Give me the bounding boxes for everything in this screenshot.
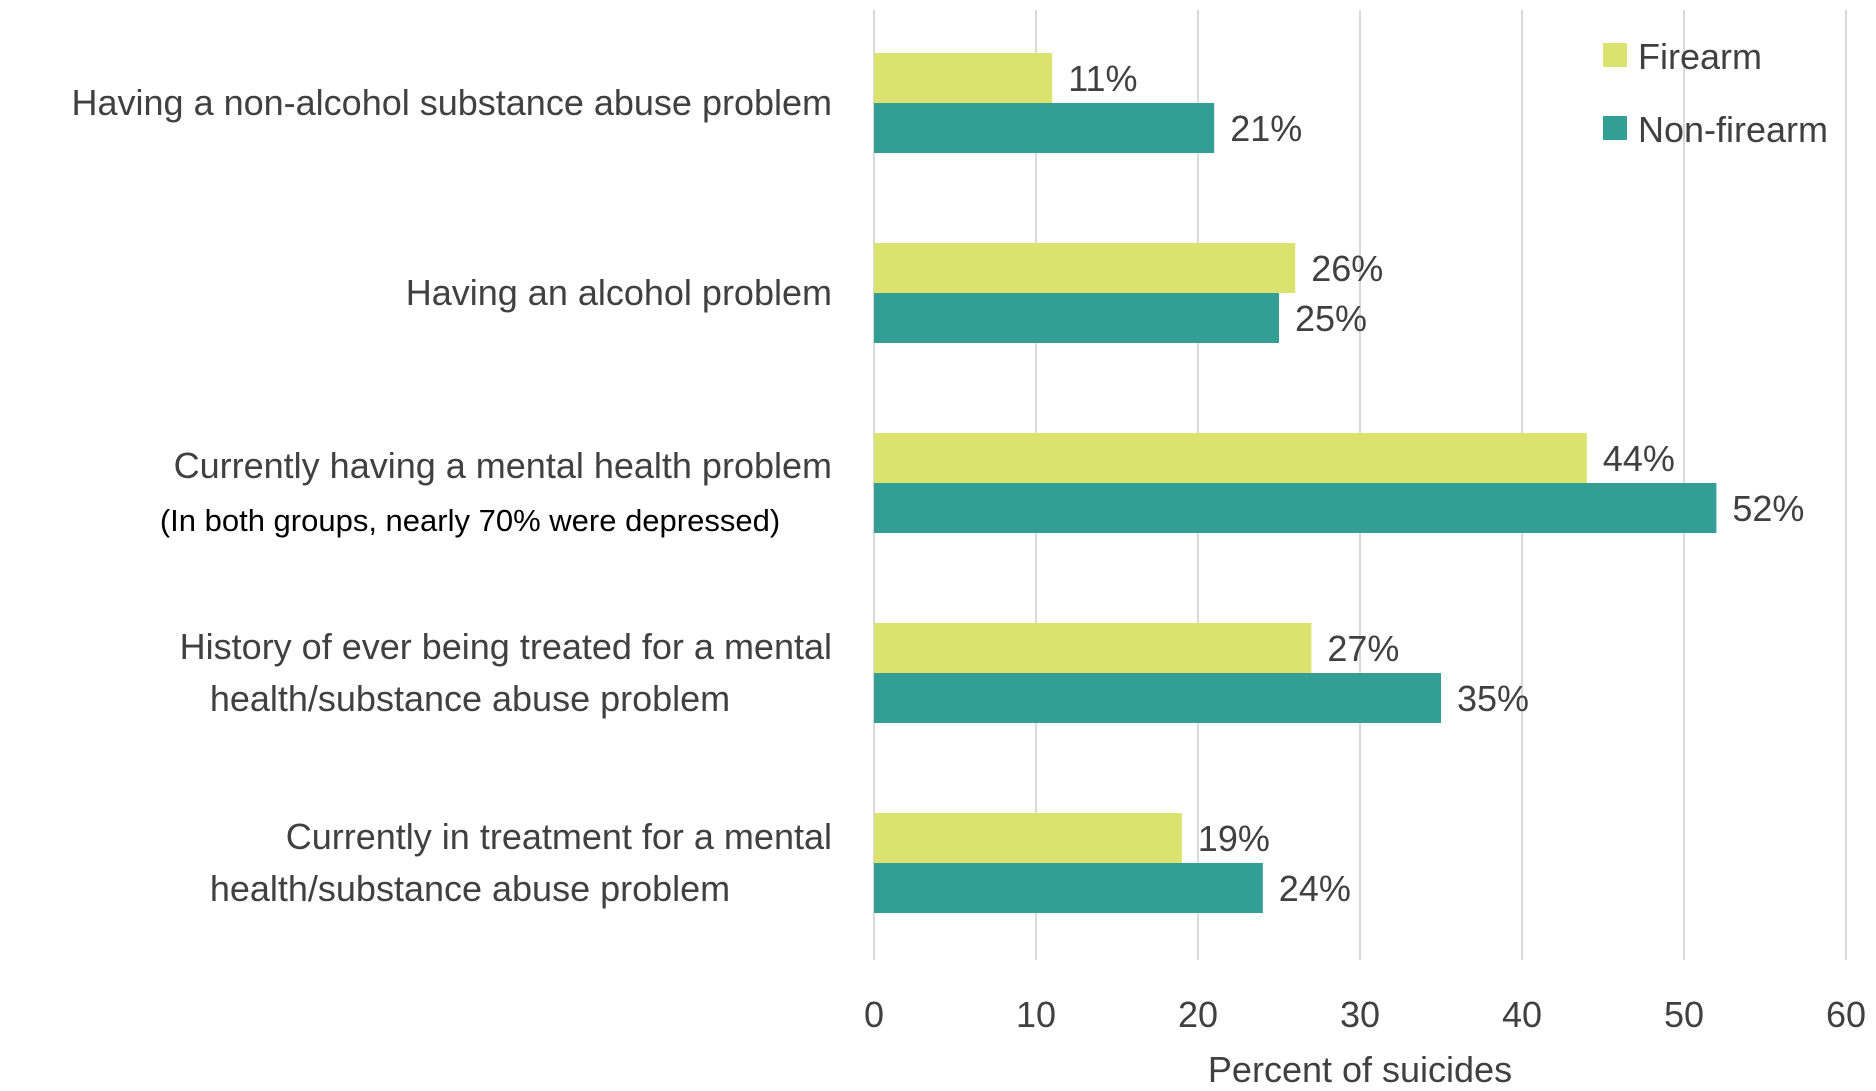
- bar-firearm-2: [874, 433, 1587, 483]
- category-label-1: Having an alcohol problem: [406, 272, 832, 313]
- data-label-non-firearm-0: 21%: [1230, 108, 1302, 149]
- bar-non-firearm-2: [874, 483, 1717, 533]
- category-label-4: health/substance abuse problem: [210, 868, 730, 909]
- category-labels: Having a non-alcohol substance abuse pro…: [72, 82, 832, 909]
- x-tick-label: 0: [864, 994, 884, 1035]
- legend: Firearm Non-firearm: [1603, 36, 1828, 150]
- category-label-3: health/substance abuse problem: [210, 678, 730, 719]
- data-label-firearm-3: 27%: [1327, 628, 1399, 669]
- data-label-non-firearm-2: 52%: [1732, 488, 1804, 529]
- bar-firearm-1: [874, 243, 1296, 293]
- bar-non-firearm-4: [874, 863, 1263, 913]
- data-label-firearm-4: 19%: [1198, 818, 1270, 859]
- category-label-2: Currently having a mental health problem: [174, 445, 832, 486]
- legend-label-non-firearm: Non-firearm: [1638, 109, 1828, 150]
- x-tick-label: 20: [1178, 994, 1218, 1035]
- bar-firearm-0: [874, 53, 1053, 103]
- data-label-firearm-1: 26%: [1311, 248, 1383, 289]
- data-label-firearm-2: 44%: [1603, 438, 1675, 479]
- bar-non-firearm-3: [874, 673, 1441, 723]
- bars: [874, 53, 1717, 913]
- bar-non-firearm-0: [874, 103, 1215, 153]
- category-note-2: (In both groups, nearly 70% were depress…: [160, 503, 780, 538]
- x-axis-ticks: 0 10 20 30 40 50 60: [864, 994, 1866, 1035]
- bar-non-firearm-1: [874, 293, 1279, 343]
- legend-swatch-non-firearm: [1603, 116, 1627, 140]
- bar-firearm-3: [874, 623, 1312, 673]
- x-tick-label: 50: [1664, 994, 1704, 1035]
- x-tick-label: 60: [1826, 994, 1866, 1035]
- x-tick-label: 30: [1340, 994, 1380, 1035]
- category-label-0: Having a non-alcohol substance abuse pro…: [72, 82, 832, 123]
- x-tick-label: 10: [1016, 994, 1056, 1035]
- data-label-non-firearm-3: 35%: [1457, 678, 1529, 719]
- bar-firearm-4: [874, 813, 1182, 863]
- data-label-non-firearm-4: 24%: [1279, 868, 1351, 909]
- data-labels: 11% 21% 26% 25% 44% 52% 27% 35% 19%24%: [1068, 58, 1804, 909]
- legend-swatch-firearm: [1603, 43, 1627, 67]
- data-label-firearm-0: 11%: [1068, 58, 1137, 99]
- category-label-3: History of ever being treated for a ment…: [180, 626, 832, 667]
- legend-label-firearm: Firearm: [1638, 36, 1762, 77]
- x-axis-title: Percent of suicides: [1208, 1049, 1512, 1086]
- x-tick-label: 40: [1502, 994, 1542, 1035]
- data-label-non-firearm-1: 25%: [1295, 298, 1367, 339]
- category-label-4: Currently in treatment for a mental: [286, 816, 832, 857]
